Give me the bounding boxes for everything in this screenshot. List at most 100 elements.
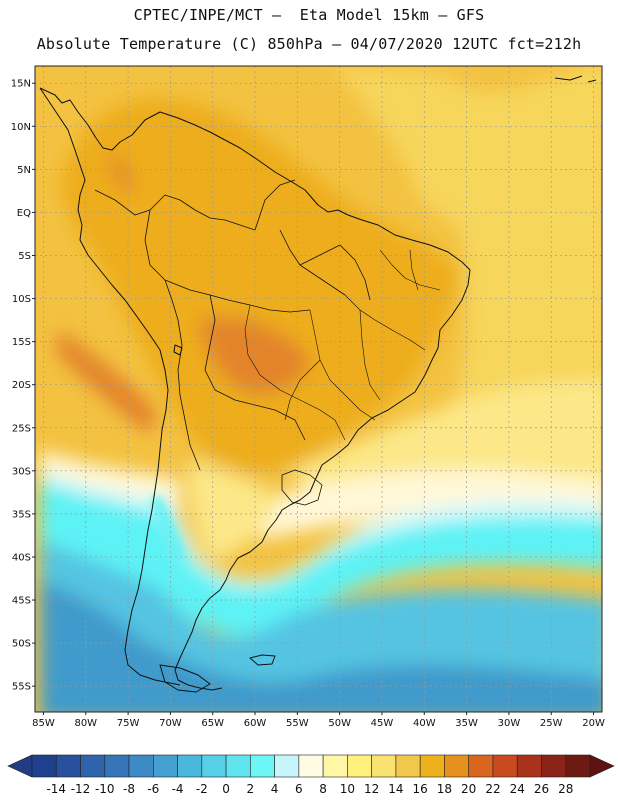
lat-tick-label: 15S: [12, 337, 31, 348]
lon-tick-label: 75W: [117, 718, 140, 729]
lat-tick-label: 10N: [11, 122, 31, 133]
field-dark-orange-interior: [200, 317, 310, 394]
colorbar-under-arrow: [7, 754, 33, 778]
coastlines: [39, 75, 597, 693]
colorbar-swatch: [80, 754, 106, 778]
lon-tick-label: 65W: [201, 718, 224, 729]
lat-tick-label: 55S: [12, 682, 31, 693]
colorbar-swatch: [250, 754, 275, 778]
colorbar-swatch: [201, 754, 227, 778]
colorbar-label: -12: [71, 782, 91, 796]
lon-tick-label: 70W: [159, 718, 182, 729]
falklands: [249, 654, 276, 666]
lat-tick-label: 5S: [18, 251, 31, 262]
colorbar-swatch: [395, 754, 421, 778]
chart-title-line1: CPTEC/INPE/MCT – Eta Model 15km – GFS: [133, 6, 485, 24]
country-borders: [94, 179, 371, 471]
lat-tick-label: 45S: [12, 596, 31, 607]
colorbar-swatch: [104, 754, 130, 778]
colorbar-label: -2: [196, 782, 208, 796]
colorbar-swatch: [347, 754, 372, 778]
colorbar-swatch: [516, 754, 542, 778]
field-cyan-band: [40, 480, 602, 636]
colorbar-label: 8: [319, 782, 327, 796]
colorbar-label: 22: [485, 782, 500, 796]
colorbar-label: 10: [340, 782, 355, 796]
lon-tick-label: 35W: [455, 718, 478, 729]
colorbar-swatch: [128, 754, 154, 778]
south-america-coastline: [39, 87, 471, 691]
state-borders: [244, 249, 441, 441]
colorbar-label: 6: [295, 782, 303, 796]
colorbar-swatch: [565, 754, 591, 778]
lat-tick-label: 5N: [17, 165, 31, 176]
colorbar: -14 -12 -10 -8 -6 -4 -2 0 2 4 6 8 10 12 14 16 18 20 22 24 26…: [7, 754, 615, 796]
colorbar-label: 14: [388, 782, 403, 796]
uruguay-border: [281, 469, 323, 506]
temperature-field: [35, 66, 602, 712]
caribbean-islands: [554, 75, 597, 83]
colorbar-swatch: [444, 754, 469, 778]
lon-tick-label: 25W: [540, 718, 563, 729]
colorbar-label: 28: [558, 782, 573, 796]
colorbar-swatch: [371, 754, 397, 778]
colorbar-label: -10: [95, 782, 115, 796]
colorbar-label: 12: [364, 782, 379, 796]
field-cyan-strip: [150, 495, 185, 560]
colorbar-label: -14: [46, 782, 66, 796]
colorbar-swatch: [274, 754, 300, 778]
field-mid-blue-band: [40, 580, 602, 712]
colorbar-swatch: [492, 754, 518, 778]
field-continent-core: [60, 98, 460, 473]
field-cream-band-east: [260, 470, 602, 540]
colorbar-over-arrow: [589, 754, 615, 778]
lon-tick-label: 80W: [74, 718, 97, 729]
colorbar-swatch: [31, 754, 57, 778]
colorbar-label: -6: [147, 782, 159, 796]
colorbar-label: 20: [461, 782, 476, 796]
colorbar-swatch: [225, 754, 251, 778]
lat-tick-label: 30S: [12, 466, 31, 477]
lat-tick-label: 50S: [12, 639, 31, 650]
colorbar-label: 26: [534, 782, 549, 796]
colorbar-label: 0: [222, 782, 230, 796]
lon-tick-label: 20W: [582, 718, 605, 729]
colorbar-label: -8: [123, 782, 135, 796]
longitude-axis: 85W 80W 75W 70W 65W 60W 55W 50W 45W 40W 35W 30W 25W 2…: [32, 712, 605, 729]
lat-tick-label: 35S: [12, 509, 31, 520]
lat-tick-label: 40S: [12, 552, 31, 563]
lon-tick-label: 50W: [328, 718, 351, 729]
colorbar-swatch: [322, 754, 348, 778]
colorbar-swatch: [541, 754, 567, 778]
field-dark-orange-patch: [55, 330, 157, 431]
colorbar-swatch: [153, 754, 178, 778]
colorbar-swatch: [55, 754, 81, 778]
lon-tick-label: 55W: [286, 718, 309, 729]
lat-tick-label: 15N: [11, 79, 31, 90]
colorbar-label: -4: [172, 782, 184, 796]
lon-tick-label: 40W: [413, 718, 436, 729]
lat-tick-label: EQ: [17, 208, 31, 219]
lat-tick-label: 10S: [12, 294, 31, 305]
colorbar-label: 24: [510, 782, 525, 796]
lon-tick-label: 85W: [32, 718, 55, 729]
colorbar-label: 18: [437, 782, 452, 796]
lon-tick-label: 60W: [244, 718, 267, 729]
colorbar-swatch: [298, 754, 324, 778]
chart-title-line2: Absolute Temperature (C) 850hPa – 04/07/…: [36, 35, 582, 53]
latitude-axis: 15N 10N 5N EQ 5S 10S 15S 20S 25S 30S 35S 40S 45S 50S 5…: [11, 79, 35, 693]
lat-tick-label: 20S: [12, 380, 31, 391]
map-frame: [34, 65, 603, 713]
lake-titicaca: [173, 344, 183, 356]
tierra-del-fuego: [159, 664, 211, 693]
lon-tick-label: 30W: [498, 718, 521, 729]
colorbar-label: 16: [413, 782, 428, 796]
field-patagonia-warm: [188, 460, 280, 560]
colorbar-label: 4: [271, 782, 279, 796]
colorbar-swatch: [468, 754, 494, 778]
lat-tick-label: 25S: [12, 423, 31, 434]
colorbar-label: 2: [247, 782, 255, 796]
field-dark-orange-andes: [110, 150, 132, 195]
lon-tick-label: 45W: [371, 718, 394, 729]
